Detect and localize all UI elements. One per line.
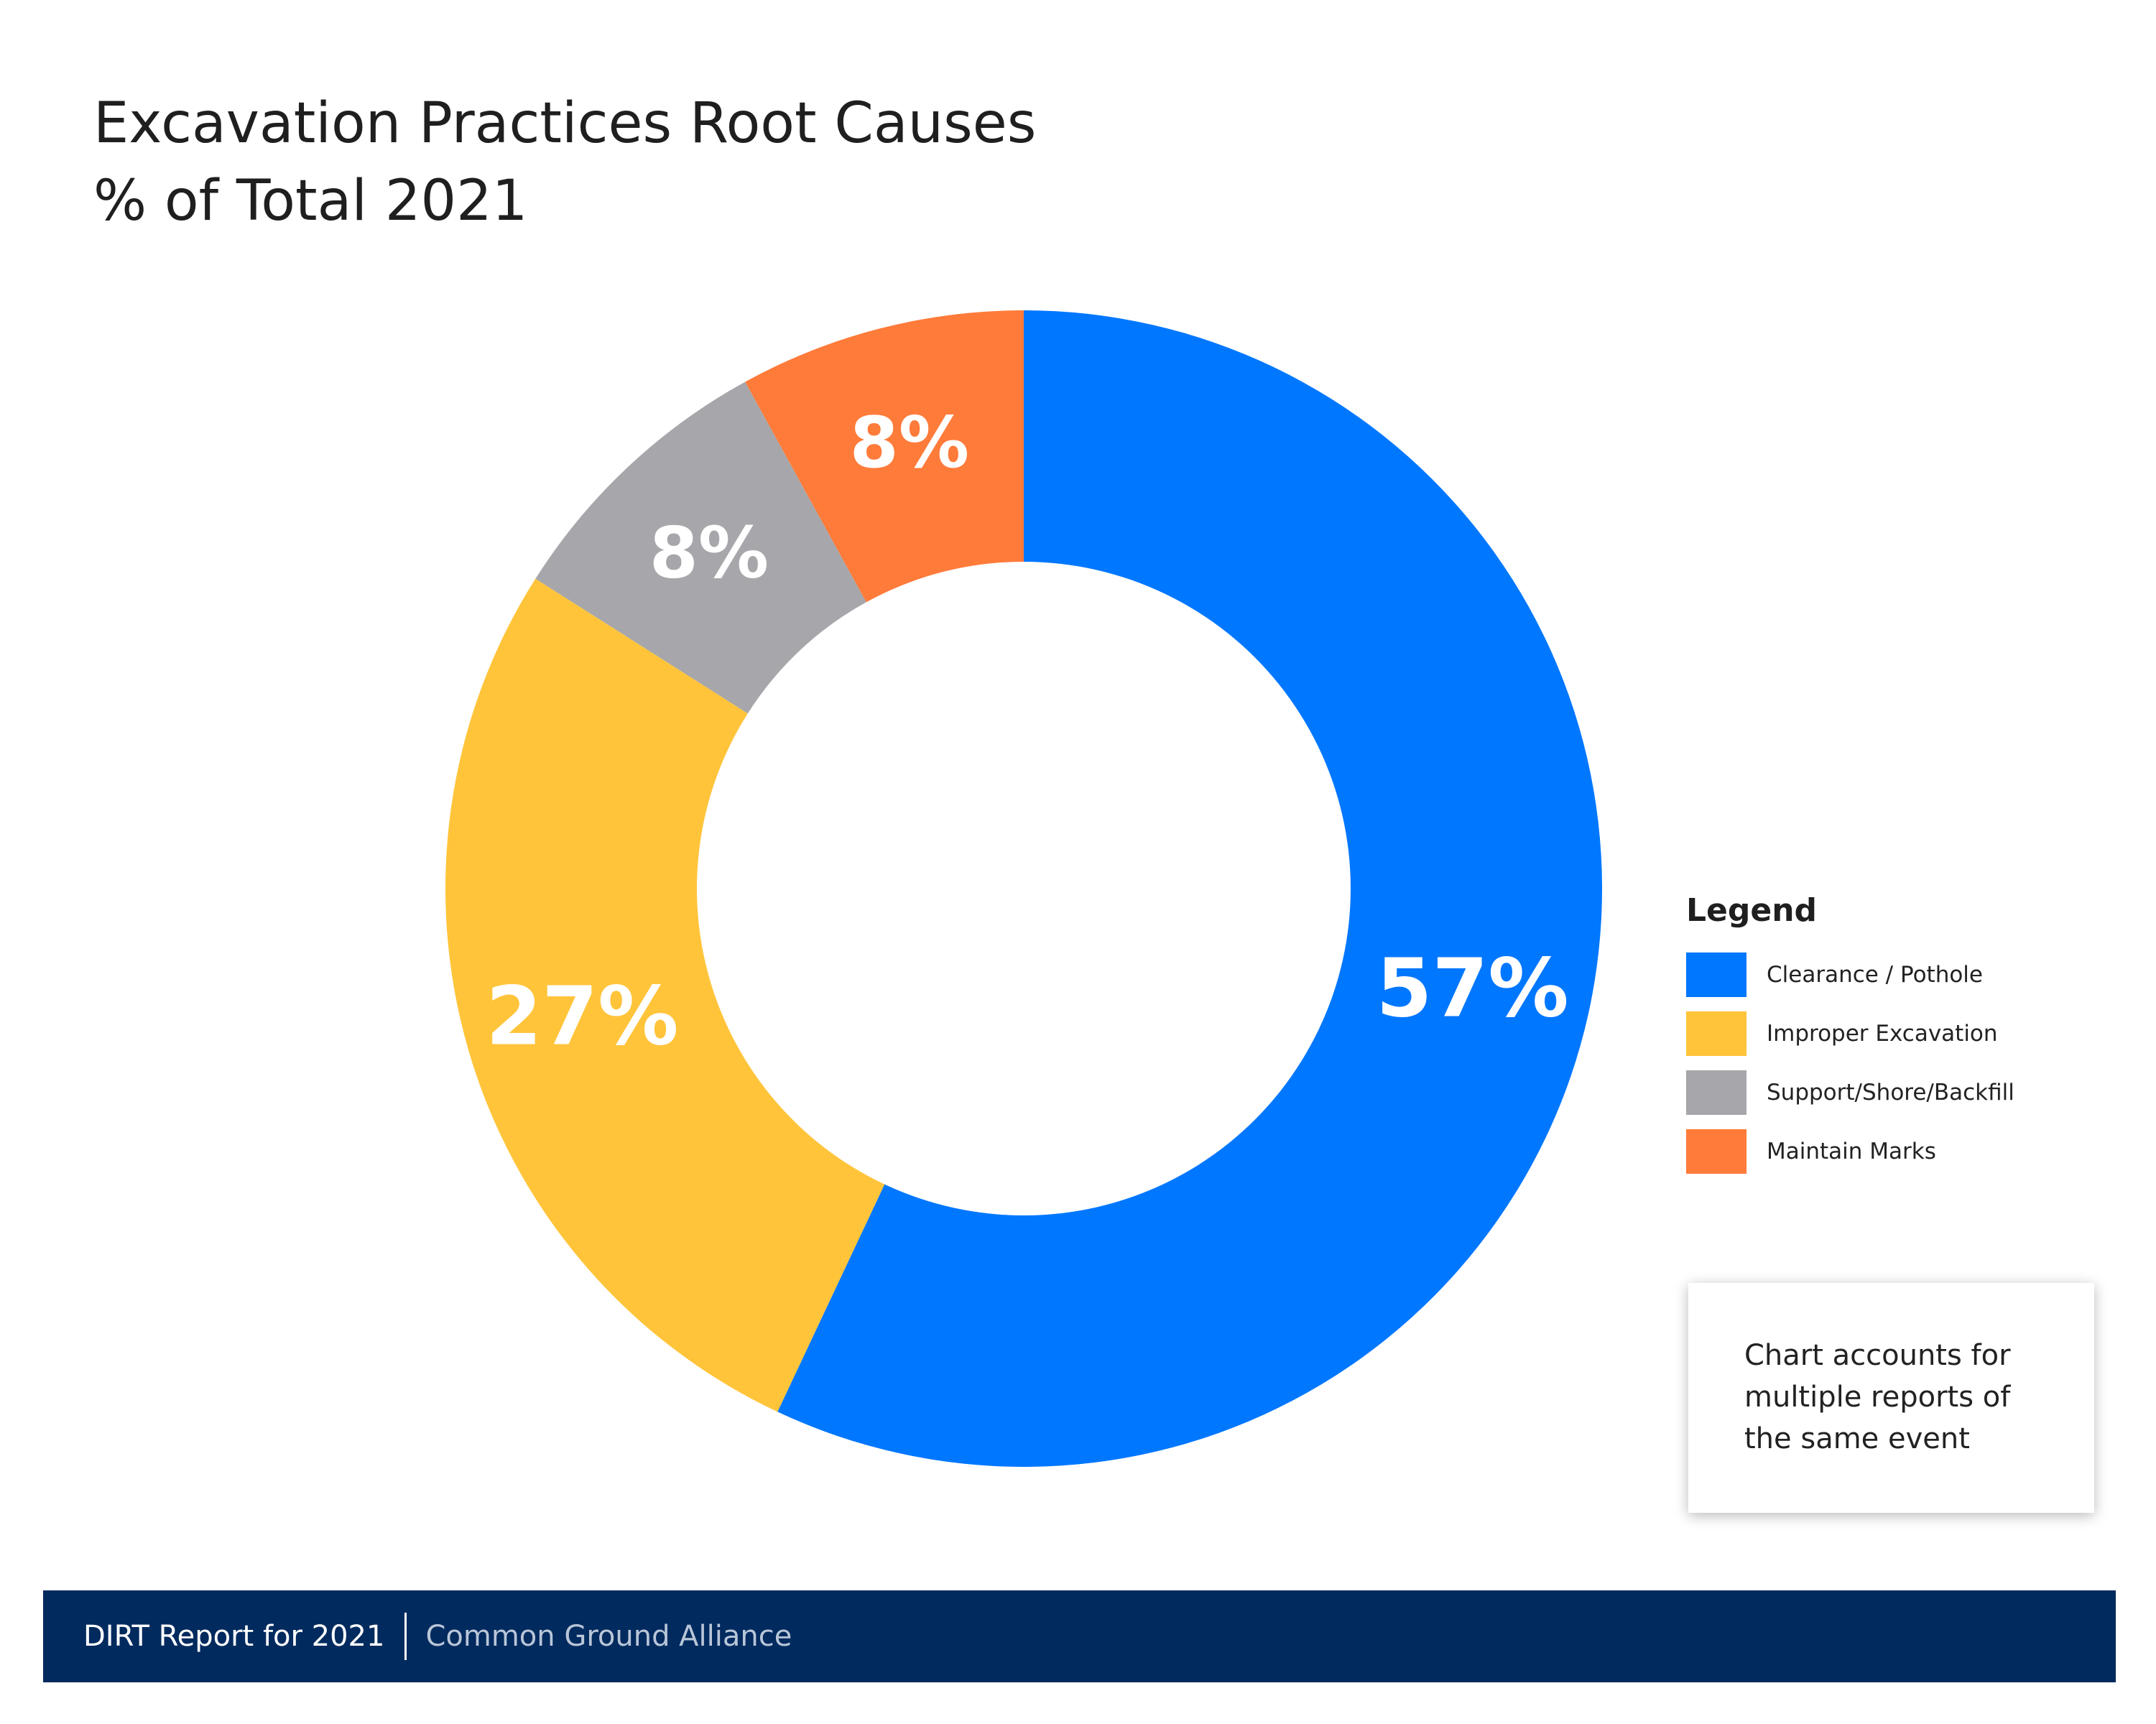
donut-slices — [445, 310, 1602, 1467]
chart-subtitle: % of Total 2021 — [93, 169, 528, 233]
note-line: the same event — [1744, 1422, 1970, 1455]
donut-slice-maintain-marks — [745, 310, 1024, 603]
note-box: Chart accounts for multiple reports of t… — [1688, 1283, 2094, 1513]
legend-label-support-shore-backfill: Support/Shore/Backfill — [1767, 1080, 2014, 1106]
slice-label-support-shore-backfill: 8% — [649, 512, 769, 594]
note-line: multiple reports of — [1744, 1381, 2011, 1414]
slice-label-improper-excavation: 27% — [486, 970, 678, 1064]
donut-slice-support-shore-backfill — [535, 381, 866, 714]
legend-label-improper-excavation: Improper Excavation — [1767, 1021, 1998, 1047]
legend-item-support-shore-backfill: Support/Shore/Backfill — [1686, 1070, 2014, 1115]
legend-swatch-maintain-marks — [1686, 1129, 1746, 1174]
donut-slice-clearance-pothole — [777, 310, 1602, 1467]
note-text: Chart accounts for multiple reports of t… — [1744, 1335, 2051, 1460]
slice-label-maintain-marks: 8% — [850, 402, 969, 484]
legend-swatch-clearance-pothole — [1686, 953, 1746, 997]
legend-item-clearance-pothole: Clearance / Pothole — [1686, 953, 2014, 997]
footer-organization: Common Ground Alliance — [425, 1620, 792, 1653]
note-line: Chart accounts for — [1744, 1339, 2011, 1372]
legend: Legend Clearance / Pothole Improper Exca… — [1686, 889, 2014, 1188]
legend-item-maintain-marks: Maintain Marks — [1686, 1129, 2014, 1174]
legend-label-clearance-pothole: Clearance / Pothole — [1767, 962, 1983, 988]
legend-label-maintain-marks: Maintain Marks — [1767, 1139, 1936, 1164]
footer-divider — [404, 1613, 407, 1660]
chart-title-block: Excavation Practices Root Causes % of To… — [93, 85, 1036, 240]
footer-bar: DIRT Report for 2021 Common Ground Allia… — [43, 1590, 2116, 1682]
slice-labels: 57% 27% 8% 8% — [486, 402, 1568, 1063]
legend-item-improper-excavation: Improper Excavation — [1686, 1011, 2014, 1056]
legend-title: Legend — [1686, 892, 1818, 929]
legend-swatch-improper-excavation — [1686, 1011, 1746, 1056]
donut-slice-improper-excavation — [445, 578, 885, 1412]
chart-title: Excavation Practices Root Causes — [93, 91, 1037, 156]
footer-report-title: DIRT Report for 2021 — [83, 1620, 385, 1653]
legend-swatch-support-shore-backfill — [1686, 1070, 1746, 1115]
slice-label-clearance-pothole: 57% — [1377, 942, 1569, 1036]
